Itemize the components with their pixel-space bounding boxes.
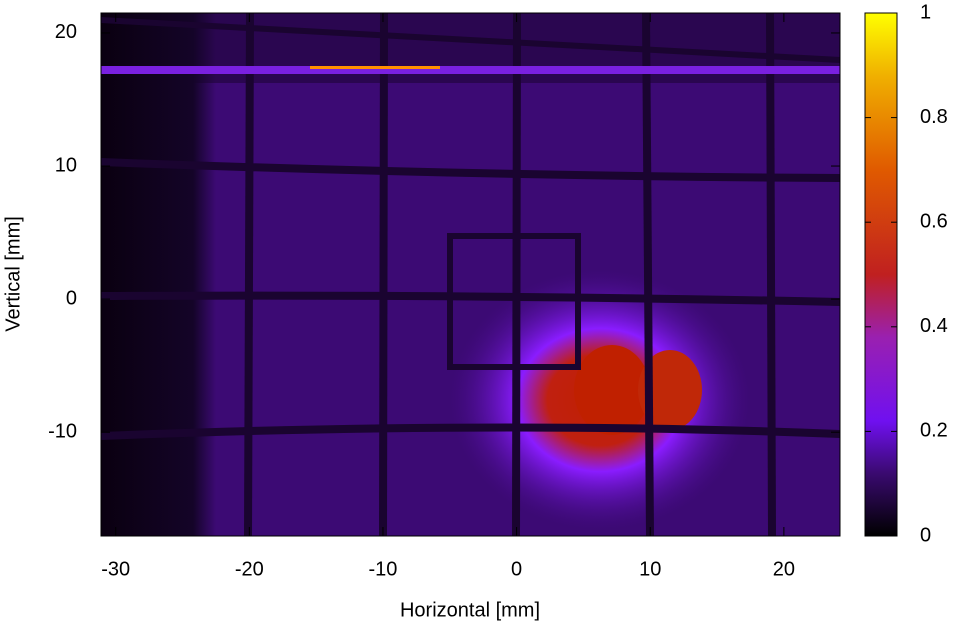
- y-tick-label: 20: [55, 21, 77, 43]
- colorbar-tick-label: 0: [920, 524, 931, 546]
- y-tick-label: 10: [55, 154, 77, 176]
- colorbar-tick-label: 0.8: [920, 106, 948, 128]
- x-tick-label: -10: [369, 558, 398, 580]
- x-tick-label: 10: [639, 558, 661, 580]
- y-axis-label: Vertical [mm]: [2, 216, 24, 332]
- x-axis-label: Horizontal [mm]: [400, 599, 540, 621]
- x-tick-label: 0: [511, 558, 522, 580]
- x-tick-label: -20: [235, 558, 264, 580]
- colorbar-tick-label: 0.4: [920, 315, 948, 337]
- plot-frame: [100, 12, 841, 537]
- colorbar: [864, 12, 898, 537]
- y-tick-label: 0: [66, 287, 77, 309]
- colorbar-tick-label: 0.6: [920, 210, 948, 232]
- colorbar-tick-label: 0.2: [920, 420, 948, 442]
- x-tick-label: 20: [773, 558, 795, 580]
- heatmap-image: [101, 13, 840, 536]
- x-tick-label: -30: [101, 558, 130, 580]
- colorbar-tick-label: 1: [920, 1, 931, 23]
- y-tick-label: -10: [48, 420, 77, 442]
